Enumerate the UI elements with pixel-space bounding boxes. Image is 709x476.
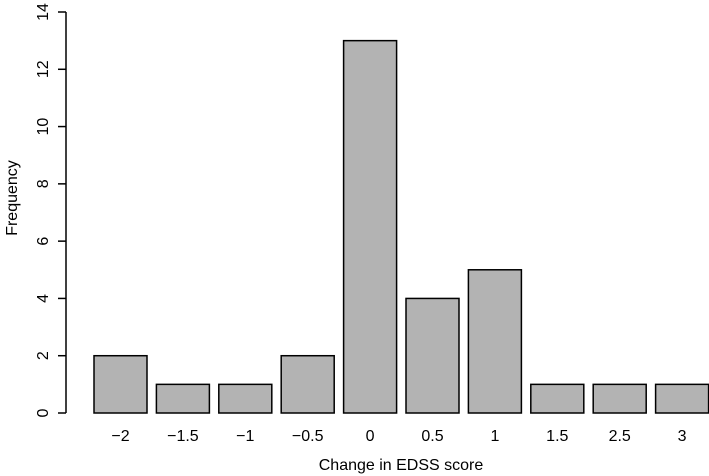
x-tick-label: 3 — [678, 428, 687, 445]
bar-3 — [280, 354, 335, 414]
x-tick-label: −1 — [236, 428, 254, 445]
bars-group — [93, 39, 709, 414]
x-tick-label: 1.5 — [546, 428, 568, 445]
bar-7 — [530, 383, 585, 414]
y-tick-label: 14 — [35, 3, 52, 21]
y-axis-title: Frequency — [4, 160, 21, 236]
x-tick-label: −1.5 — [167, 428, 199, 445]
y-tick-label: 10 — [35, 118, 52, 136]
x-tick-label: 2.5 — [609, 428, 631, 445]
x-tick-label: −0.5 — [292, 428, 324, 445]
bar-0 — [93, 354, 148, 414]
x-tick-label: 0 — [366, 428, 375, 445]
y-tick-label: 8 — [35, 179, 52, 188]
x-axis-title: Change in EDSS score — [319, 457, 484, 474]
y-tick-label: 4 — [35, 294, 52, 303]
bar-9 — [654, 383, 709, 414]
bar-1 — [155, 383, 211, 414]
bar-8 — [592, 383, 647, 414]
bar-4 — [342, 39, 398, 414]
y-tick-label: 6 — [35, 237, 52, 246]
bar-2 — [218, 383, 273, 414]
y-tick-label: 2 — [35, 351, 52, 360]
y-axis: 0 2 4 6 8 10 12 14 — [35, 3, 67, 417]
bar-6 — [467, 269, 523, 414]
x-tick-label: −2 — [111, 428, 129, 445]
x-tick-label: 1 — [490, 428, 499, 445]
bar-5 — [405, 297, 460, 414]
y-tick-label: 12 — [35, 60, 52, 78]
y-tick-label: 0 — [35, 408, 52, 417]
x-axis-tick-labels: −2 −1.5 −1 −0.5 0 0.5 1 1.5 2.5 3 — [111, 428, 686, 445]
x-tick-label: 0.5 — [421, 428, 443, 445]
